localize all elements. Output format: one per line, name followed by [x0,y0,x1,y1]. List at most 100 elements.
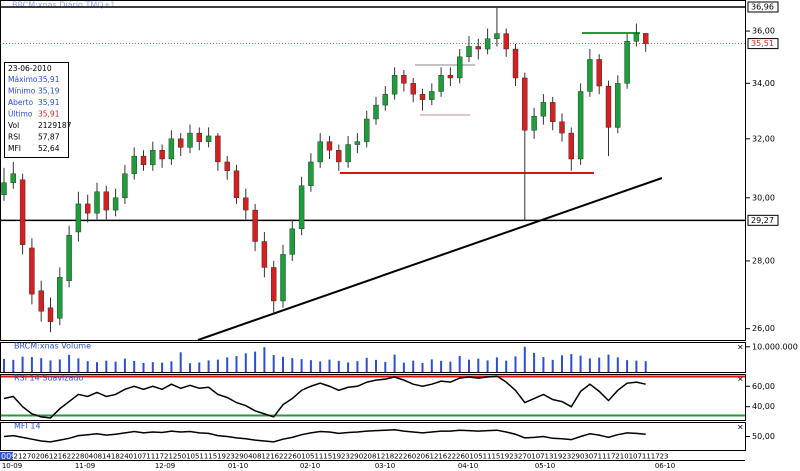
volume-bar [523,346,526,372]
price-marker-label: 29,27 [751,216,774,225]
volume-bar [198,362,201,372]
info-label: Vol [8,121,19,130]
y-tick-label: 32,00 [752,134,775,143]
candle-body [326,141,333,151]
x-day-label: 17 [651,453,660,461]
volume-bar [486,360,489,372]
x-day-label: 23 [341,453,350,461]
x-day-label: 11 [314,453,323,461]
x-day-label: 15 [323,453,332,461]
x-month-label: 10-09 [2,462,22,470]
x-day-label: 16 [438,453,447,461]
info-date: 23-06-2010 [8,64,52,73]
volume-bar [365,357,368,372]
volume-bar [96,362,98,372]
volume-bar [495,357,498,372]
x-day-label: 21 [14,453,23,461]
volume-bar [356,361,359,372]
candle-body [29,247,35,295]
candle-body [373,104,379,120]
volume-bar [58,359,61,372]
candle-body [150,150,156,166]
candle-body [215,135,221,163]
volume-bar [226,357,229,372]
candle-body [103,191,110,211]
candle-body [457,56,463,79]
rsi-frame [0,374,746,421]
price-marker-box [747,214,779,226]
volume-bar [3,358,5,372]
candle-body [568,132,574,160]
volume-bar [402,362,405,372]
volume-bar [235,356,238,372]
candle-body [10,173,17,183]
panel-close[interactable]: × [737,375,744,384]
volume-bar [328,359,331,372]
info-label: Máximo [8,75,38,84]
panel-close[interactable]: × [737,343,744,352]
volume-bar [49,360,52,372]
x-day-label: 08 [368,453,377,461]
x-day-label: 05 [474,453,483,461]
x-day-label: 29 [235,453,244,461]
volume-bar [244,353,247,372]
volume-bar [319,361,322,372]
info-label: MFI [8,144,21,153]
candle-body [364,118,370,142]
y-tick-label: 26,00 [752,324,775,333]
candle-body [475,46,481,50]
volume-bar [588,358,591,372]
candle-body [345,144,351,163]
candle-body [615,83,621,128]
x-month-label: 04-10 [458,462,478,470]
x-day-label: 11 [598,453,607,461]
volume-bar [542,357,545,372]
x-day-label: 12 [49,453,58,461]
info-value: 35,91 [38,110,60,119]
panel-close[interactable]: × [737,423,744,432]
x-day-label: 15 [208,453,217,461]
x-day-label: 18 [385,453,394,461]
candle-body [122,173,128,199]
panel-title: BRCM:xnas Volume [14,342,91,351]
x-day-label: 08 [252,453,261,461]
x-day-label: 01 [624,453,633,461]
candle-body [559,121,565,134]
x-day-label: 06 [40,453,49,461]
x-day-label: 04 [84,453,93,461]
volume-bar [505,360,508,372]
date-cursor [0,452,13,460]
candle-body [252,209,258,242]
indicator-line [3,428,646,443]
volume-bar [68,354,71,372]
x-day-label: 22 [447,453,456,461]
x-day-label: 25 [173,453,182,461]
x-day-label: 21 [615,453,624,461]
x-day-label: 11 [146,453,155,461]
volume-bar [635,360,638,372]
candle-body [271,267,277,302]
volume-bar [458,355,461,372]
candle-body [280,254,286,302]
candle-body [540,102,547,117]
volume-bar [86,361,89,372]
x-month-label: 03-10 [375,462,395,470]
x-day-label: 29 [571,453,580,461]
x-day-label: 23 [562,453,571,461]
candle-body [429,91,435,100]
info-value: 52,64 [38,144,60,153]
x-day-label: 07 [633,453,642,461]
x-day-label: 04 [244,453,253,461]
volume-bar [337,360,340,372]
x-day-label: 22 [67,453,76,461]
volume-bar [291,358,294,372]
candle-body [177,138,184,148]
volume-bar [263,347,266,372]
candle-body [308,161,314,186]
price-marker-box [747,38,779,50]
volume-bar [12,359,15,372]
volume-bar [300,359,303,372]
volume-bar [105,360,108,372]
